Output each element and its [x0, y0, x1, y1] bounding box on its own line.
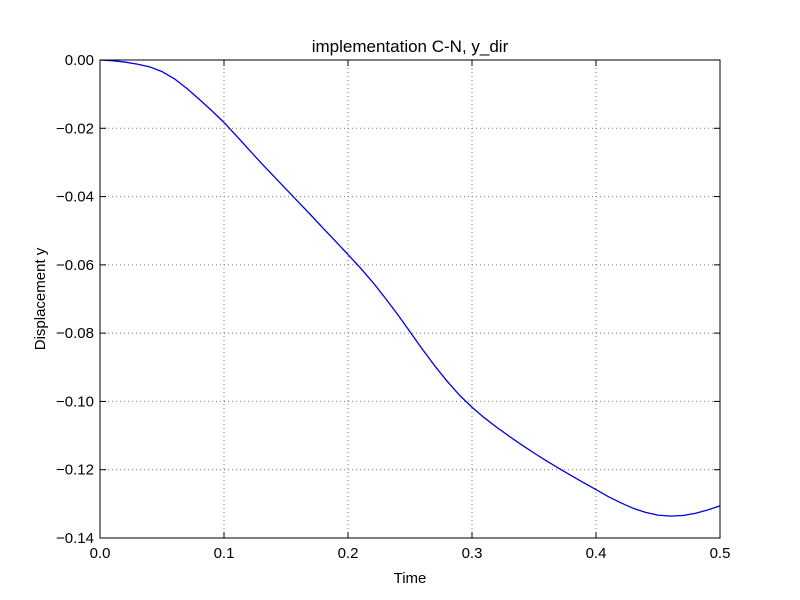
- y-tick-label: −0.04: [56, 189, 94, 206]
- y-tick-label: −0.02: [56, 120, 94, 137]
- x-tick-label: 0.2: [338, 545, 359, 562]
- x-tick-label: 0.0: [90, 545, 111, 562]
- chart-title: implementation C-N, y_dir: [312, 37, 509, 56]
- y-axis-label: Displacement y: [32, 247, 49, 350]
- ticks: 0.0 0.1 0.2 0.3 0.4 0.5 0.00 −0.02 −0.04 −0.06 −0.…: [56, 52, 730, 562]
- x-tick-label: 0.4: [586, 545, 607, 562]
- x-tick-label: 0.3: [462, 545, 483, 562]
- grid: [100, 60, 720, 538]
- y-tick-label: 0.00: [65, 52, 94, 69]
- y-tick-label: −0.10: [56, 393, 94, 410]
- y-tick-label: −0.08: [56, 325, 94, 342]
- y-tick-label: −0.12: [56, 462, 94, 479]
- x-tick-label: 0.5: [710, 545, 731, 562]
- x-tick-label: 0.1: [214, 545, 235, 562]
- x-axis-label: Time: [394, 570, 427, 587]
- plot-frame: [99, 59, 721, 539]
- y-tick-label: −0.06: [56, 257, 94, 274]
- series-line: [99, 59, 721, 517]
- y-tick-label: −0.14: [56, 530, 94, 547]
- series-layer: [99, 59, 721, 517]
